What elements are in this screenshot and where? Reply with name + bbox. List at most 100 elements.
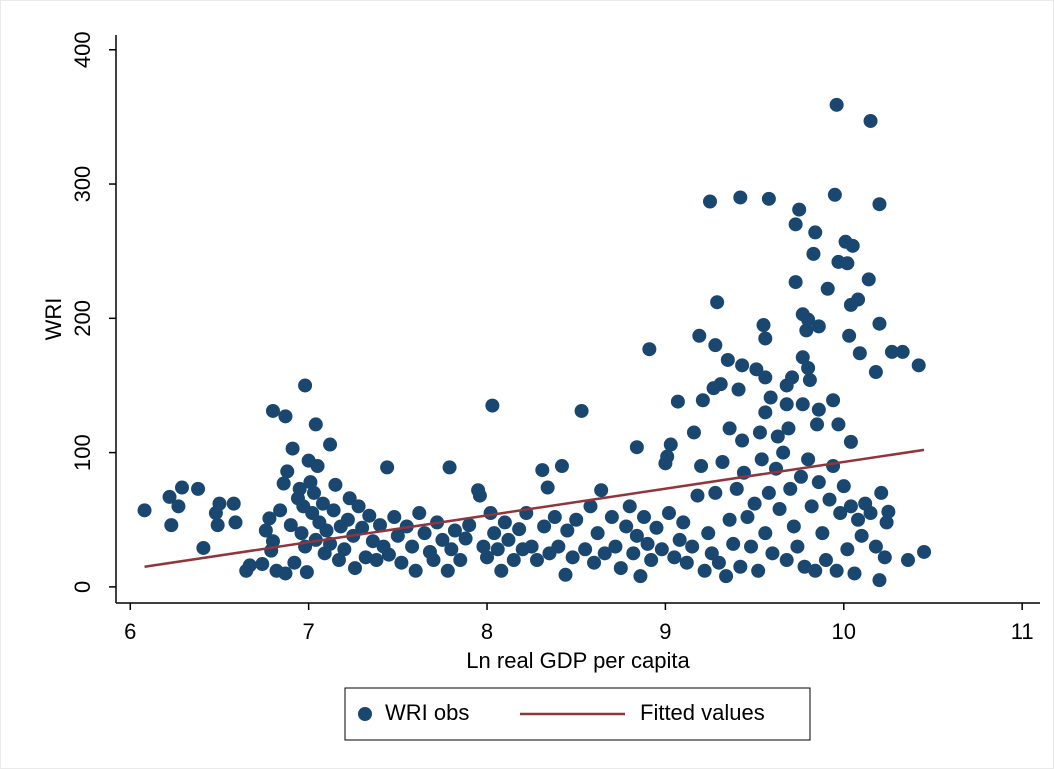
point (331, 553, 346, 568)
point (342, 491, 357, 506)
point (447, 523, 462, 538)
point (695, 393, 710, 408)
point (303, 475, 318, 490)
point (795, 350, 810, 365)
point (806, 246, 821, 261)
point (701, 526, 716, 541)
point (255, 557, 270, 572)
legend-marker (358, 707, 372, 721)
point (797, 559, 812, 574)
point (779, 397, 794, 412)
point (637, 510, 651, 525)
point (551, 539, 566, 554)
point (242, 558, 257, 573)
point (490, 542, 505, 557)
point (362, 508, 377, 523)
point (801, 452, 816, 467)
point (697, 563, 712, 578)
point (731, 382, 746, 397)
y-tick-label: 0 (70, 581, 95, 593)
point (868, 365, 883, 380)
point (733, 559, 748, 574)
x-tick-label: 10 (832, 619, 856, 644)
point (319, 523, 334, 538)
point (283, 518, 298, 533)
point (810, 417, 825, 432)
point (761, 191, 776, 206)
point (390, 528, 405, 543)
y-tick-label: 100 (70, 434, 95, 471)
point (583, 499, 598, 514)
x-tick-label: 7 (303, 619, 315, 644)
point (661, 506, 676, 521)
point (565, 550, 580, 565)
point (761, 485, 776, 500)
point (387, 510, 402, 525)
point (801, 361, 816, 376)
point (763, 390, 778, 405)
point (358, 550, 373, 565)
legend-label: Fitted values (640, 700, 765, 725)
point (872, 316, 887, 331)
point (660, 449, 675, 464)
point (265, 534, 280, 549)
point (265, 403, 280, 418)
point (852, 346, 867, 361)
point (537, 519, 552, 534)
point (733, 190, 748, 205)
point (278, 566, 293, 581)
point (535, 463, 550, 478)
point (711, 555, 726, 570)
point (642, 342, 657, 357)
point (162, 489, 177, 504)
point (842, 328, 857, 343)
point (833, 506, 848, 521)
point (884, 344, 899, 359)
point (285, 441, 300, 456)
point (326, 503, 341, 518)
point (394, 555, 409, 570)
point (772, 502, 787, 517)
point (663, 437, 678, 452)
point (872, 197, 887, 212)
point (435, 532, 450, 547)
point (756, 318, 771, 333)
point (619, 519, 634, 534)
point (512, 522, 527, 537)
point (574, 403, 589, 418)
point (692, 328, 707, 343)
point (426, 553, 441, 568)
point (726, 536, 741, 551)
point (765, 546, 780, 561)
point (754, 452, 769, 467)
point (827, 187, 842, 202)
point (729, 481, 744, 496)
point (811, 402, 826, 417)
point (843, 499, 858, 514)
point (506, 553, 521, 568)
point (820, 281, 835, 296)
point (276, 476, 291, 491)
point (847, 566, 862, 581)
point (323, 437, 338, 452)
point (547, 510, 562, 525)
point (405, 539, 420, 554)
point (672, 532, 687, 547)
point (355, 520, 370, 535)
point (822, 492, 837, 507)
point (258, 523, 273, 538)
point (164, 518, 179, 533)
point (836, 479, 851, 494)
point (315, 496, 330, 511)
point (703, 194, 717, 209)
point (307, 485, 321, 500)
point (308, 417, 323, 432)
point (453, 553, 468, 568)
point (863, 506, 878, 521)
point (877, 550, 892, 565)
point (808, 225, 823, 240)
point (895, 344, 910, 359)
legend-label: WRI obs (385, 700, 469, 725)
point (622, 499, 637, 514)
